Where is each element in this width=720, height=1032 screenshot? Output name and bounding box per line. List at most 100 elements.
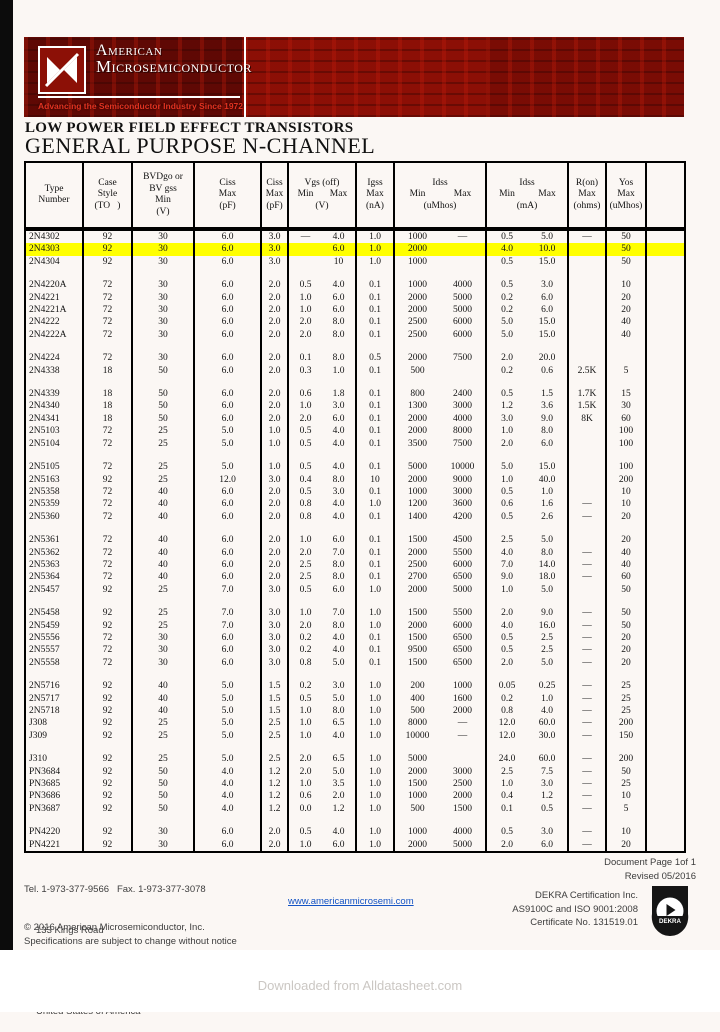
yos-cell: 25 — [605, 705, 647, 718]
table-row: 2N5716 92 40 5.0 1.5 0.2 3.0 1.0 200 1000 0.05 0.25… — [24, 680, 686, 693]
ron-cell: — — [567, 644, 607, 657]
spacer-cell — [287, 268, 357, 280]
case-style-cell: 92 — [82, 607, 133, 620]
ron-cell: 1.5K — [567, 400, 607, 413]
idss-ma-cell: 5.0 15.0 — [485, 316, 569, 329]
yos-cell: 20 — [605, 510, 647, 524]
ciss-cell: 6.0 — [193, 510, 262, 524]
spacer-cell — [485, 523, 569, 535]
case-style-cell: 92 — [82, 619, 133, 632]
vgs-cell: 1.0 4.0 — [287, 729, 357, 743]
ciss-cell: 6.0 — [193, 229, 262, 244]
blank-cell — [645, 304, 686, 317]
yos-cell: 50 — [605, 243, 647, 256]
group-spacer-row — [24, 450, 686, 462]
igss-cell: 1.0 — [355, 765, 395, 779]
ron-cell — [567, 328, 607, 342]
yos-cell: 100 — [605, 437, 647, 451]
igss-cell: 1.0 — [355, 778, 395, 791]
spacer-cell — [485, 268, 569, 280]
bvdgo-cell: 30 — [131, 304, 195, 317]
igss-cell: 1.0 — [355, 607, 395, 620]
case-style-cell: 72 — [82, 461, 133, 474]
bvdgo-cell: 40 — [131, 546, 195, 559]
blank-cell — [645, 473, 686, 486]
blank-cell — [645, 790, 686, 803]
blank-cell — [645, 291, 686, 305]
case-style-cell: 72 — [82, 485, 133, 499]
idss-ma-cell: 1.0 3.0 — [485, 778, 569, 791]
bvdgo-cell: 25 — [131, 717, 195, 730]
case-style-cell: 72 — [82, 352, 133, 365]
yos-cell: 40 — [605, 316, 647, 329]
vgs-cell: 0.8 4.0 — [287, 498, 357, 511]
yos-cell: 40 — [605, 546, 647, 559]
document-page-info: Document Page 1of 1 — [604, 857, 696, 868]
idss-ma-cell: 12.0 60.0 — [485, 717, 569, 730]
spacer-cell — [24, 341, 84, 353]
yos-cell: 20 — [605, 631, 647, 645]
spacer-cell — [567, 596, 607, 608]
spacer-cell — [131, 341, 195, 353]
logo-divider-rule — [38, 96, 240, 98]
spacer-cell — [645, 450, 686, 462]
column-header: Type Number — [24, 162, 84, 231]
spacer-cell — [131, 815, 195, 827]
column-header: BVDgo or BV gss Min (V) — [131, 162, 195, 231]
yos-cell: 200 — [605, 753, 647, 766]
spacer-cell — [131, 669, 195, 681]
spacer-cell — [645, 523, 686, 535]
column-header — [645, 162, 686, 231]
table-row: 2N4338 18 50 6.0 2.0 0.3 1.0 0.1 500 0.2 0.6 2.5K 5 — [24, 364, 686, 378]
igss-cell: 0.1 — [355, 279, 395, 292]
case-style-cell: 92 — [82, 229, 133, 244]
ciss2-cell: 1.5 — [260, 680, 289, 693]
idss-umhos-cell: 8000— — [393, 717, 487, 730]
case-style-cell: 18 — [82, 388, 133, 401]
case-style-cell: 72 — [82, 534, 133, 547]
case-style-cell: 92 — [82, 753, 133, 766]
vgs-cell: 2.5 8.0 — [287, 558, 357, 572]
document-subtitle: GENERAL PURPOSE N-CHANNEL — [25, 133, 376, 158]
ciss-cell: 6.0 — [193, 571, 262, 584]
column-header: Idss Min Max (uMhos) — [393, 162, 487, 231]
ciss-cell: 6.0 — [193, 534, 262, 547]
spacer-cell — [605, 523, 647, 535]
spacer-cell — [485, 815, 569, 827]
spacer-cell — [131, 377, 195, 389]
yos-cell: 25 — [605, 680, 647, 693]
igss-cell: 0.1 — [355, 412, 395, 426]
blank-cell — [645, 485, 686, 499]
bvdgo-cell: 40 — [131, 705, 195, 718]
spacer-cell — [24, 742, 84, 754]
copyright-line: © 2016 American Microsemiconductor, Inc. — [24, 922, 205, 933]
blank-cell — [645, 753, 686, 766]
type-number-cell: 2N4224 — [24, 352, 84, 365]
case-style-cell: 18 — [82, 412, 133, 426]
bvdgo-cell: 40 — [131, 498, 195, 511]
spacer-cell — [355, 450, 395, 462]
table-row: PN3685 92 50 4.0 1.2 1.0 3.5 1.0 1500 2500 1.0 3.0—… — [24, 778, 686, 791]
igss-cell: 1.0 — [355, 838, 395, 853]
igss-cell: 10 — [355, 473, 395, 486]
type-number-cell: 2N5103 — [24, 425, 84, 438]
spacer-cell — [193, 268, 262, 280]
website-link[interactable]: www.americanmicrosemi.com — [288, 896, 414, 907]
ron-cell: — — [567, 826, 607, 839]
idss-umhos-cell: 10000— — [393, 729, 487, 743]
type-number-cell: 2N4221A — [24, 304, 84, 317]
spacer-cell — [567, 341, 607, 353]
spacer-cell — [605, 669, 647, 681]
spacer-cell — [193, 450, 262, 462]
bvdgo-cell: 40 — [131, 558, 195, 572]
idss-umhos-cell: 2000 — [393, 243, 487, 256]
spacer-cell — [82, 596, 133, 608]
igss-cell: 0.1 — [355, 364, 395, 378]
ron-cell: — — [567, 753, 607, 766]
spacer-cell — [260, 523, 289, 535]
ciss-cell: 12.0 — [193, 473, 262, 486]
idss-ma-cell: 2.0 6.0 — [485, 838, 569, 853]
ron-cell — [567, 291, 607, 305]
spacer-cell — [82, 268, 133, 280]
column-header: Igss Max (nA) — [355, 162, 395, 231]
